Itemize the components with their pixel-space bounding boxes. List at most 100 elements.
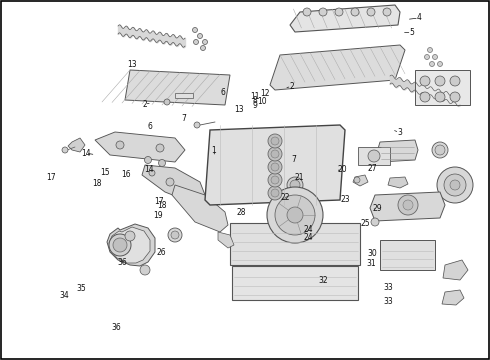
Polygon shape — [290, 5, 400, 32]
Text: 7: 7 — [181, 113, 186, 122]
Text: 27: 27 — [368, 164, 377, 173]
Text: 36: 36 — [112, 323, 122, 332]
Polygon shape — [109, 227, 150, 263]
Polygon shape — [172, 185, 228, 232]
Circle shape — [268, 147, 282, 161]
Polygon shape — [125, 70, 230, 105]
Circle shape — [433, 54, 438, 59]
Text: 24: 24 — [304, 233, 314, 242]
Circle shape — [430, 62, 435, 67]
Text: 2: 2 — [142, 100, 147, 109]
Circle shape — [435, 76, 445, 86]
Text: 6: 6 — [147, 122, 152, 131]
Circle shape — [287, 177, 303, 193]
Text: 4: 4 — [416, 13, 421, 22]
Text: 33: 33 — [384, 284, 393, 292]
Text: 26: 26 — [157, 248, 167, 257]
Circle shape — [156, 144, 164, 152]
Circle shape — [149, 170, 155, 176]
Text: 15: 15 — [100, 167, 110, 176]
Circle shape — [303, 8, 311, 16]
Circle shape — [335, 8, 343, 16]
Text: 12: 12 — [260, 89, 270, 98]
Text: 6: 6 — [220, 88, 225, 97]
Circle shape — [424, 54, 430, 59]
Text: 30: 30 — [368, 249, 377, 258]
Text: 7: 7 — [292, 154, 296, 163]
Circle shape — [109, 234, 131, 256]
Text: 25: 25 — [360, 219, 370, 228]
Text: 21: 21 — [294, 174, 304, 182]
Text: 36: 36 — [118, 258, 127, 266]
Text: 3: 3 — [397, 128, 402, 137]
Text: 23: 23 — [341, 195, 350, 204]
Circle shape — [268, 134, 282, 148]
Text: 8: 8 — [252, 96, 257, 105]
Text: 31: 31 — [367, 259, 376, 268]
Polygon shape — [442, 290, 464, 305]
Circle shape — [427, 48, 433, 53]
Polygon shape — [377, 140, 418, 162]
Text: 9: 9 — [252, 102, 257, 110]
Circle shape — [432, 142, 448, 158]
Circle shape — [145, 157, 151, 163]
Text: 33: 33 — [384, 297, 393, 306]
Circle shape — [271, 137, 279, 145]
Circle shape — [438, 62, 442, 67]
Circle shape — [271, 189, 279, 197]
Circle shape — [125, 231, 135, 241]
Circle shape — [271, 176, 279, 184]
Circle shape — [193, 27, 197, 32]
Circle shape — [164, 99, 170, 105]
Circle shape — [271, 163, 279, 171]
Text: 19: 19 — [153, 211, 163, 220]
Polygon shape — [68, 138, 85, 152]
Polygon shape — [270, 45, 405, 90]
Text: 14: 14 — [145, 165, 154, 174]
Text: 32: 32 — [318, 276, 328, 285]
Text: 22: 22 — [281, 193, 291, 202]
Circle shape — [271, 150, 279, 158]
Bar — [232, 266, 358, 300]
Circle shape — [435, 145, 445, 155]
Circle shape — [267, 187, 323, 243]
Circle shape — [290, 180, 300, 190]
Polygon shape — [388, 177, 408, 188]
Circle shape — [354, 177, 360, 183]
Text: 14: 14 — [81, 149, 91, 158]
Circle shape — [450, 76, 460, 86]
Circle shape — [371, 218, 379, 226]
Circle shape — [268, 160, 282, 174]
Circle shape — [398, 195, 418, 215]
Circle shape — [194, 122, 200, 128]
Circle shape — [168, 228, 182, 242]
Circle shape — [166, 178, 174, 186]
Text: 34: 34 — [60, 292, 70, 300]
Circle shape — [275, 195, 315, 235]
Bar — [358, 147, 390, 165]
Circle shape — [200, 45, 205, 50]
Text: 11: 11 — [250, 92, 260, 101]
Circle shape — [450, 180, 460, 190]
Circle shape — [268, 173, 282, 187]
Circle shape — [158, 159, 166, 166]
Polygon shape — [95, 132, 185, 162]
Polygon shape — [370, 192, 445, 221]
Polygon shape — [205, 125, 345, 205]
Text: 17: 17 — [154, 197, 164, 206]
Text: 18: 18 — [157, 202, 167, 210]
Text: 10: 10 — [257, 97, 267, 106]
Circle shape — [403, 200, 413, 210]
Circle shape — [437, 167, 473, 203]
Polygon shape — [353, 175, 368, 186]
Circle shape — [197, 33, 202, 39]
Circle shape — [268, 186, 282, 200]
Bar — [175, 93, 193, 98]
Bar — [380, 240, 435, 270]
Bar — [415, 70, 470, 105]
Circle shape — [367, 8, 375, 16]
Polygon shape — [142, 165, 205, 205]
Text: 13: 13 — [127, 60, 137, 69]
Text: 35: 35 — [76, 284, 86, 293]
Text: 29: 29 — [372, 204, 382, 213]
